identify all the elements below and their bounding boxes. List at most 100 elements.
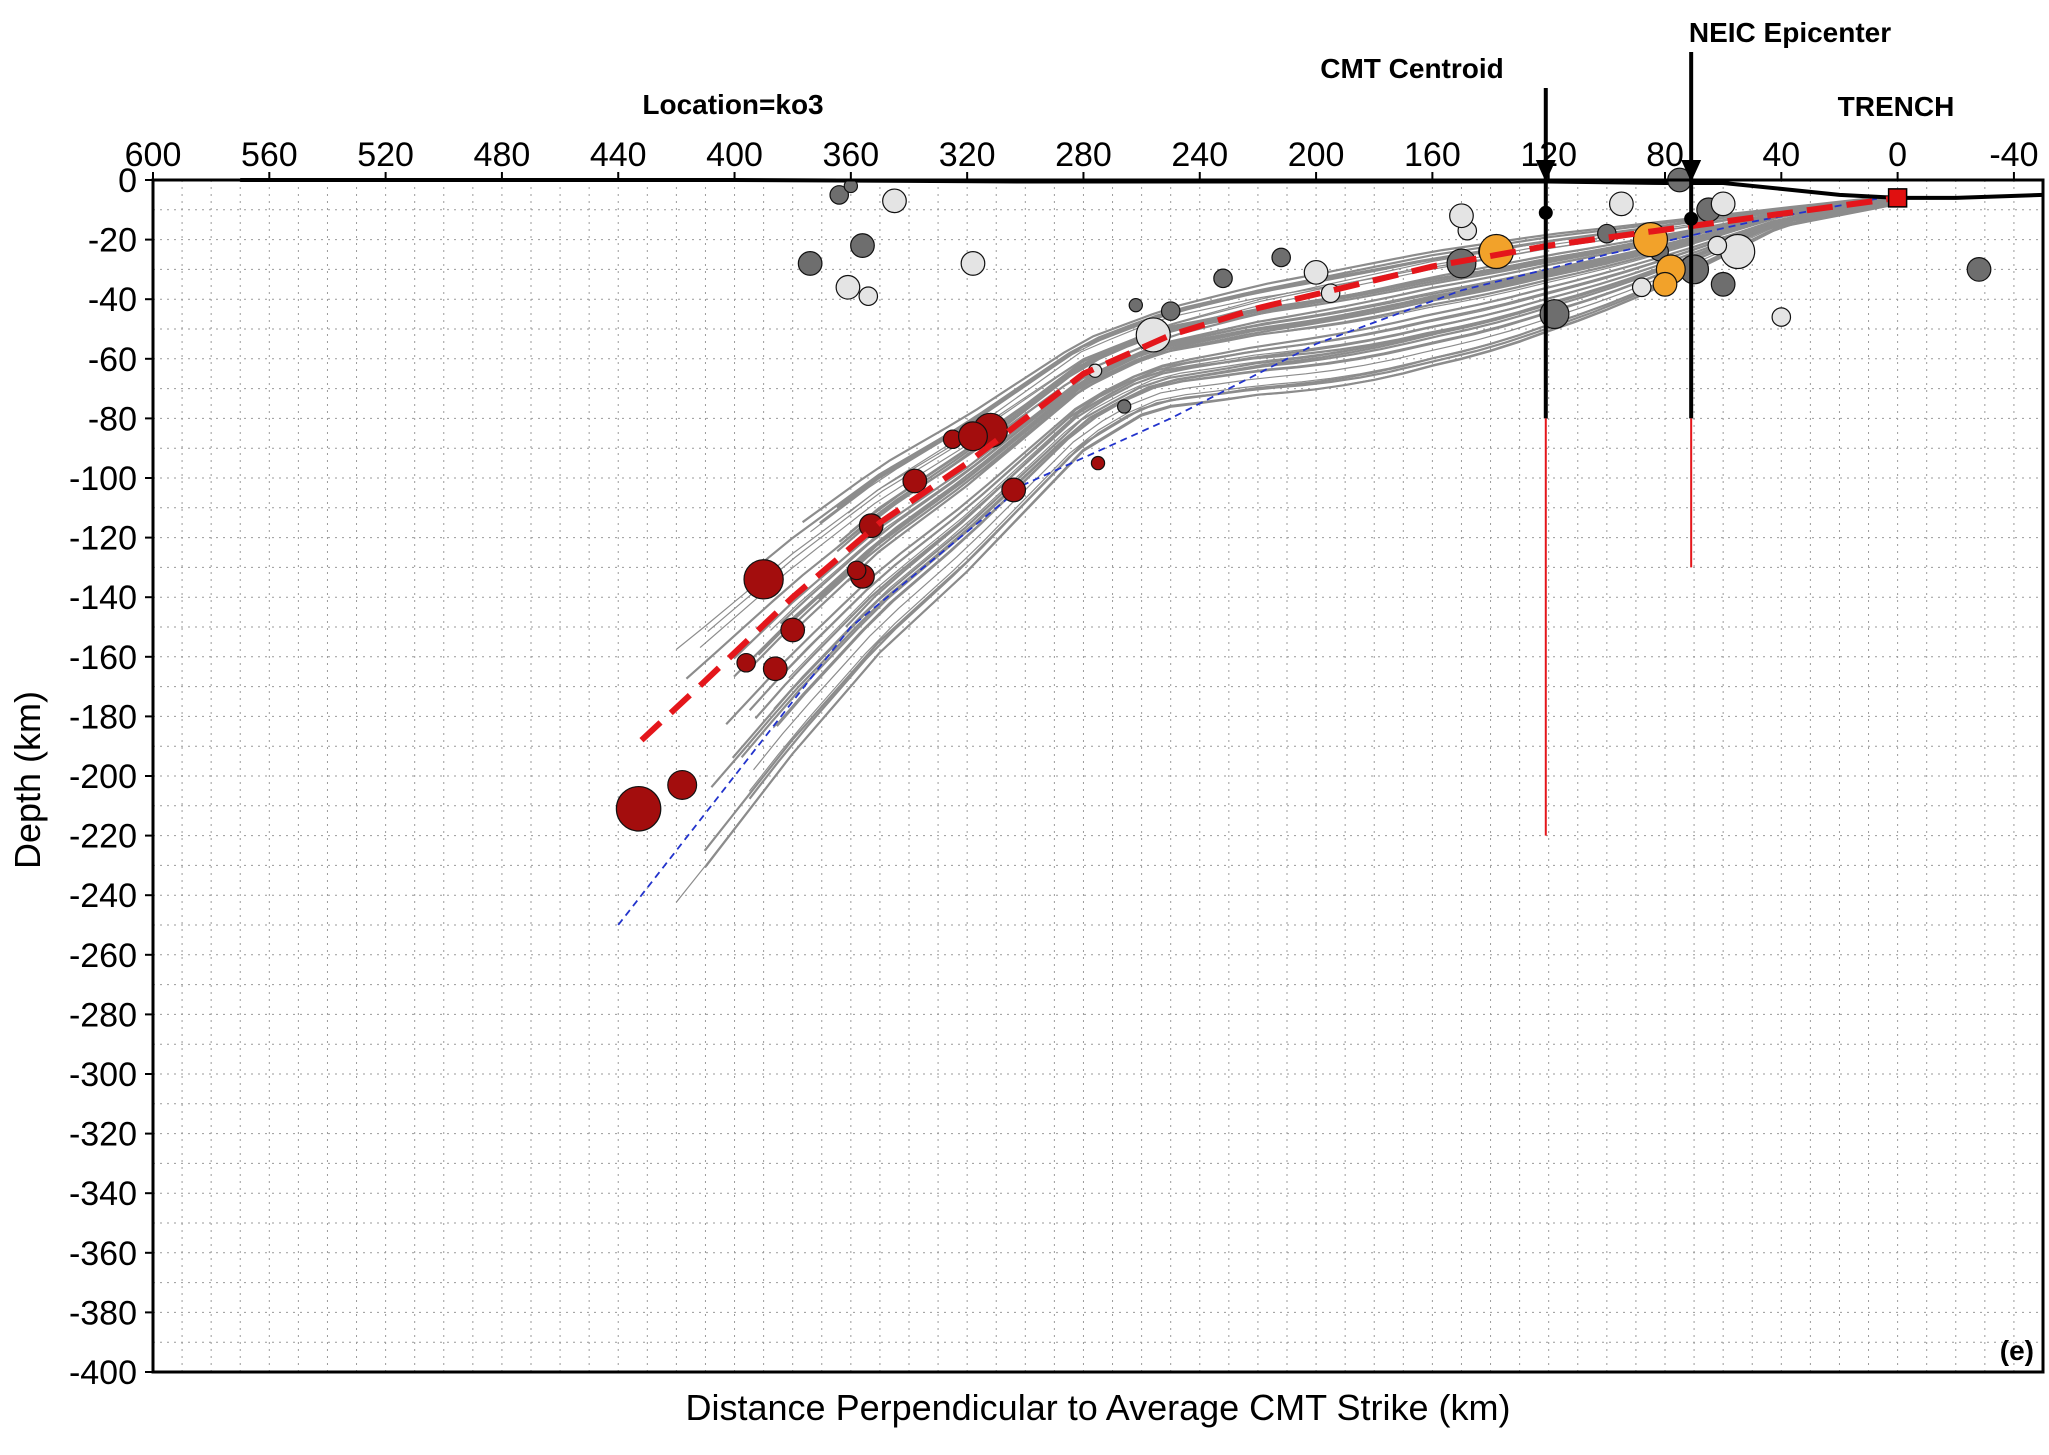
trench-label: TRENCH xyxy=(1838,91,1955,122)
y-tick-label: -80 xyxy=(88,400,137,438)
y-tick-label: -40 xyxy=(88,281,137,319)
earthquake-event xyxy=(1771,307,1792,327)
slab-ensemble-curve xyxy=(710,196,1898,788)
y-tick-label: -200 xyxy=(69,758,137,796)
slab-ensemble-curve xyxy=(779,196,1898,625)
neic-epicenter-label: NEIC Epicenter xyxy=(1689,17,1891,48)
y-tick-label: -120 xyxy=(69,520,137,558)
x-tick-label: 280 xyxy=(1055,136,1112,174)
earthquake-event xyxy=(902,468,928,494)
earthquake-event xyxy=(743,559,784,600)
earthquake-event xyxy=(762,656,788,682)
x-tick-label: 400 xyxy=(706,136,763,174)
earthquake-event xyxy=(858,286,879,307)
slab-model-curve xyxy=(639,194,1899,743)
y-tick-label: -300 xyxy=(69,1056,137,1094)
y-tick-label: -180 xyxy=(69,698,137,736)
slab-ensemble-curve xyxy=(733,196,1898,660)
y-tick-label: -60 xyxy=(88,341,137,379)
earthquake-event xyxy=(1720,233,1756,270)
x-axis-ticks: 600 560 520 480 440 400 360 320 280 240 200 160 120 8… xyxy=(125,136,2038,180)
earthquake-event xyxy=(1449,203,1474,229)
slab-ensemble-curve xyxy=(810,196,1898,533)
earthquake-event xyxy=(882,188,907,214)
slab-ensemble-curve xyxy=(748,197,1898,792)
chart-title: Location=ko3 xyxy=(642,89,823,120)
lower-bound-line xyxy=(617,194,1898,926)
x-tick-label: 480 xyxy=(474,136,531,174)
slab-ensemble-curve xyxy=(847,197,1898,583)
earthquake-event xyxy=(1128,297,1144,313)
earthquake-event xyxy=(1090,455,1106,471)
y-tick-label: -340 xyxy=(69,1175,137,1213)
y-tick-label: 0 xyxy=(118,162,137,200)
y-tick-label: -20 xyxy=(88,222,137,260)
lower-bound-curve xyxy=(617,194,1898,926)
x-tick-label: 360 xyxy=(822,136,879,174)
x-tick-label: 560 xyxy=(241,136,298,174)
y-tick-label: -240 xyxy=(69,877,137,915)
y-tick-label: -100 xyxy=(69,460,137,498)
earthquake-event xyxy=(960,251,986,276)
earthquake-event xyxy=(1710,271,1736,297)
x-tick-label: 320 xyxy=(939,136,996,174)
x-tick-label: 240 xyxy=(1171,136,1228,174)
earthquake-event xyxy=(667,769,698,800)
earthquake-event xyxy=(835,274,861,300)
cmt-centroid-point xyxy=(1538,205,1553,220)
y-tick-label: -160 xyxy=(69,639,137,677)
y-tick-label: -380 xyxy=(69,1294,137,1332)
location-markers xyxy=(1535,52,1908,836)
grid xyxy=(152,179,2044,1373)
earthquake-event xyxy=(850,233,875,258)
earthquake-event xyxy=(1160,301,1181,321)
y-tick-label: -400 xyxy=(69,1354,137,1392)
cmt-centroid-label: CMT Centroid xyxy=(1320,53,1504,84)
slab-ensemble-curve xyxy=(757,196,1898,656)
earthquake-event xyxy=(846,560,867,581)
x-tick-label: 160 xyxy=(1404,136,1461,174)
x-tick-label: 440 xyxy=(590,136,647,174)
x-tick-label: 600 xyxy=(125,136,182,174)
earthquake-event xyxy=(1116,399,1132,414)
earthquake-event xyxy=(829,185,850,205)
neic-epicenter-arrow xyxy=(1681,160,1702,182)
x-axis-title: Distance Perpendicular to Average CMT St… xyxy=(686,1387,1511,1428)
earthquake-event xyxy=(1608,191,1634,217)
x-tick-label: 40 xyxy=(1762,136,1800,174)
earthquake-event xyxy=(1597,223,1617,244)
x-tick-label: 80 xyxy=(1646,136,1684,174)
cmt-centroid-arrow xyxy=(1535,160,1556,182)
earthquake-event xyxy=(957,421,988,452)
x-tick-label: 120 xyxy=(1520,136,1577,174)
earthquake-event xyxy=(736,652,756,673)
y-tick-label: -360 xyxy=(69,1235,137,1273)
x-tick-label: 0 xyxy=(1888,136,1907,174)
earthquake-event xyxy=(1710,191,1736,217)
y-tick-label: -140 xyxy=(69,579,137,617)
y-tick-label: -280 xyxy=(69,996,137,1034)
y-axis-title: Depth (km) xyxy=(7,691,48,869)
earthquake-event xyxy=(1966,257,1992,282)
earthquake-event xyxy=(797,251,823,276)
neic-epicenter-point xyxy=(1684,211,1699,226)
earthquake-event xyxy=(1001,477,1027,503)
earthquake-event xyxy=(1707,235,1728,256)
y-tick-label: -320 xyxy=(69,1116,137,1154)
earthquake-event xyxy=(1652,271,1678,297)
y-axis-ticks: 0 -20 -40 -60 -80 -100 -120 -140 -160 -180 -200 -22… xyxy=(69,162,153,1392)
earthquake-event xyxy=(1213,268,1233,289)
y-tick-label: -260 xyxy=(69,937,137,975)
earthquake-event xyxy=(1271,247,1291,268)
earthquake-event xyxy=(780,617,806,643)
earthquake-event xyxy=(1303,259,1329,285)
y-tick-label: -220 xyxy=(69,818,137,856)
x-tick-label: 200 xyxy=(1288,136,1345,174)
earthquake-event xyxy=(615,785,662,832)
x-tick-label: 520 xyxy=(357,136,414,174)
slab-model-line xyxy=(639,194,1899,743)
trench-marker xyxy=(1887,188,1908,208)
panel-label: (e) xyxy=(2000,1335,2034,1366)
earthquake-event xyxy=(1631,277,1652,298)
